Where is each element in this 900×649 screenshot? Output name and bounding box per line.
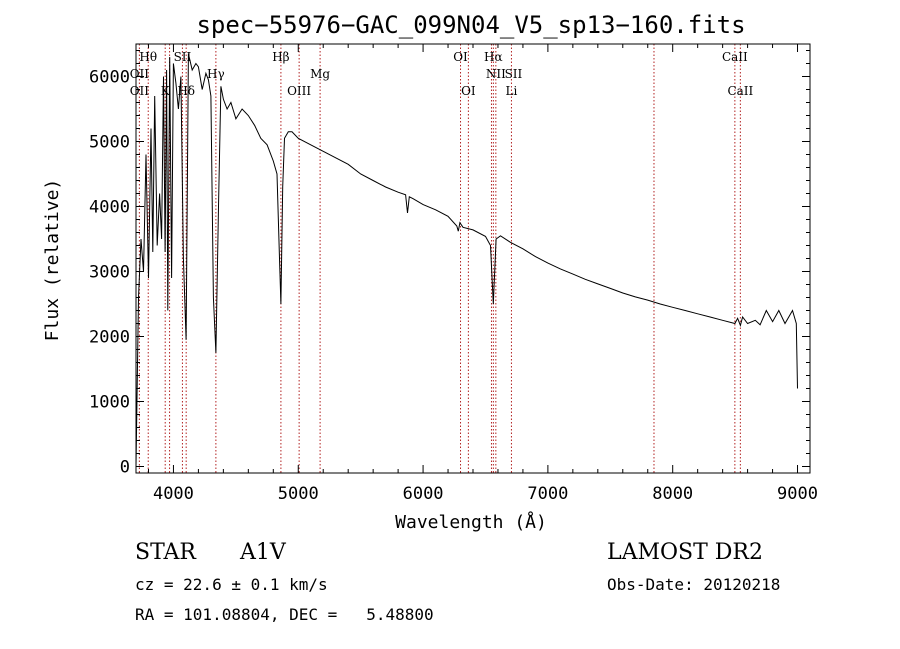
y-tick-label: 2000 <box>89 328 130 348</box>
x-tick-label: 8000 <box>652 484 693 504</box>
spectral-line-label: CaII <box>727 84 753 98</box>
spectral-line-label: Hδ <box>177 84 195 98</box>
spectral-line-label: Hβ <box>272 50 289 64</box>
x-tick-label: 9000 <box>777 484 818 504</box>
spectral-line-label: SII <box>174 50 192 64</box>
x-tick-label: 7000 <box>527 484 568 504</box>
x-tick-label: 6000 <box>403 484 444 504</box>
y-axis-label: Flux (relative) <box>42 179 63 342</box>
object-subclass: A1V <box>239 540 287 565</box>
x-tick-label: 5000 <box>278 484 319 504</box>
spectral-line-label: Hα <box>484 50 503 64</box>
x-axis-label: Wavelength (Å) <box>395 511 547 533</box>
y-tick-label: 1000 <box>89 393 130 413</box>
observation-date: Obs-Date: 20120218 <box>607 575 780 594</box>
spectral-line-label: Hθ <box>139 50 157 64</box>
spectral-line-label: OII <box>130 84 150 98</box>
spectral-line-label: OIII <box>287 84 311 98</box>
spectral-line-label: SII <box>505 67 523 81</box>
spectral-line-label: Li <box>506 84 518 98</box>
survey-name: LAMOST DR2 <box>607 540 763 565</box>
object-class: STAR <box>135 540 197 565</box>
spectral-line-label: OI <box>453 50 468 64</box>
y-tick-label: 5000 <box>89 133 130 153</box>
redshift-readout: cz = 22.6 ± 0.1 km/s <box>135 575 328 594</box>
spectral-line-label: K <box>161 84 171 98</box>
spectral-line-label: OI <box>461 84 476 98</box>
spectral-line-label: Hγ <box>207 67 225 81</box>
coordinates-readout: RA = 101.08804, DEC = 5.48800 <box>135 605 434 624</box>
y-axis-ticks: 0 1000 2000 3000 4000 5000 6000 <box>89 50 810 478</box>
x-axis-ticks: 4000 5000 6000 7000 8000 9000 <box>147 44 818 504</box>
y-tick-label: 0 <box>120 458 130 478</box>
y-tick-label: 4000 <box>89 198 130 218</box>
spectral-line-label: Mg <box>310 67 330 81</box>
y-tick-label: 6000 <box>89 68 130 88</box>
spectral-line-label: CaII <box>722 50 748 64</box>
spectral-line-label: OII <box>130 67 150 81</box>
spectral-line-label: NII <box>486 67 506 81</box>
chart-title: spec−55976−GAC_099N04_V5_sp13−160.fits <box>196 11 745 39</box>
x-tick-label: 4000 <box>153 484 194 504</box>
plot-frame <box>135 43 811 474</box>
spectral-line-markers <box>138 44 741 473</box>
spectrum-series-line <box>135 53 798 467</box>
y-tick-label: 3000 <box>89 263 130 283</box>
